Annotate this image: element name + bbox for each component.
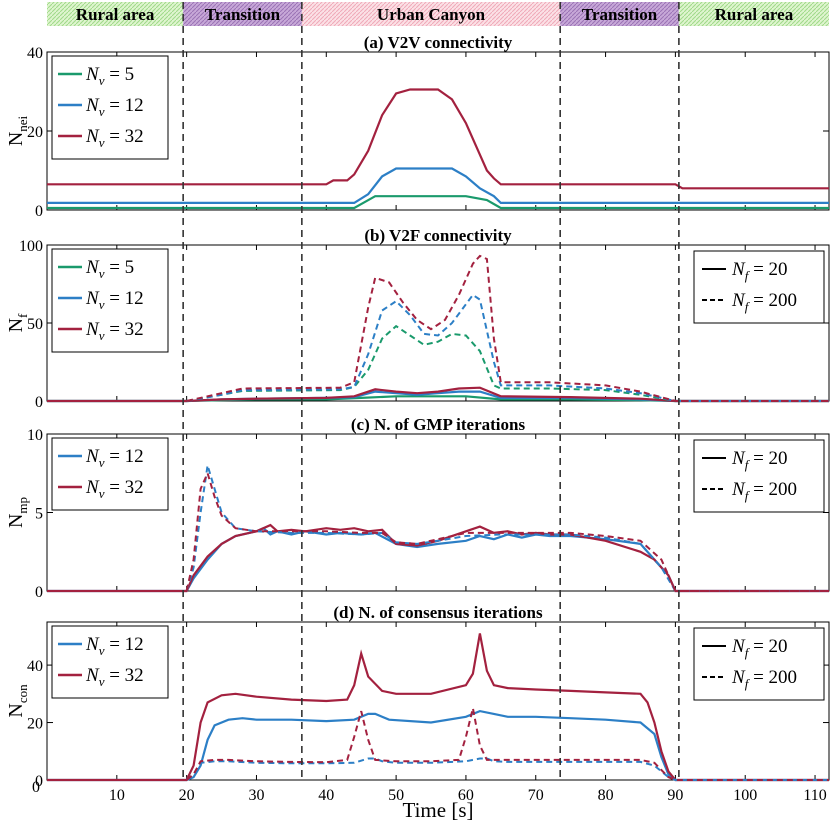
region-band — [301, 2, 561, 26]
legend: Nv = 5 Nv = 12 Nv = 32 — [51, 248, 169, 353]
legend-style: Nf = 20 Nf = 200 — [693, 250, 825, 324]
x-tick-label: 80 — [598, 787, 614, 804]
y-tick-label: 10 — [27, 427, 43, 444]
legend-box — [51, 625, 169, 699]
panel-title: (c) N. of GMP iterations — [351, 415, 526, 434]
legend-box — [693, 250, 825, 324]
legend-label: Nv = 12 — [85, 288, 144, 312]
legend-label: Nv = 32 — [85, 126, 144, 150]
y-tick-label: 40 — [27, 658, 43, 675]
region-label: Rural area — [715, 5, 794, 24]
legend-label: Nv = 5 — [85, 257, 134, 281]
legend-box — [693, 439, 825, 513]
series-line — [47, 526, 829, 593]
y-tick-label: 0 — [35, 773, 43, 790]
x-tick-label: 60 — [458, 787, 474, 804]
x-tick-label: 50 — [388, 787, 404, 804]
series-line — [47, 633, 829, 782]
y-tick-label: 20 — [27, 124, 43, 141]
region-band — [47, 2, 184, 26]
region-label: Transition — [582, 5, 658, 24]
series-line — [47, 523, 829, 593]
y-tick-label: 100 — [19, 238, 43, 255]
x-tick-label: 30 — [248, 787, 264, 804]
y-tick-label: 0 — [35, 584, 43, 601]
plot-frame — [46, 621, 830, 781]
legend-label: Nv = 32 — [85, 319, 144, 343]
y-tick-label: 0 — [35, 394, 43, 411]
x-tick-label: 70 — [528, 787, 544, 804]
y-tick-label: 20 — [27, 716, 43, 733]
legend-label: Nv = 12 — [85, 95, 144, 119]
legend-label: Nf = 20 — [731, 259, 788, 283]
region-band — [678, 2, 829, 26]
region-band — [183, 2, 302, 26]
x-tick-label: 20 — [179, 787, 195, 804]
legend: Nv = 5 Nv = 12 Nv = 32 — [51, 55, 169, 160]
legend-label: Nv = 32 — [85, 477, 144, 501]
y-tick-label: 5 — [35, 506, 43, 523]
legend-label: Nv = 32 — [85, 665, 144, 689]
panel-title: (d) N. of consensus iterations — [333, 603, 543, 622]
legend-box — [51, 437, 169, 511]
y-axis-label: Ncon — [5, 684, 30, 718]
region-bar: Rural area Transition Urban Canyon Transiti… — [47, 2, 829, 26]
legend-label: Nv = 12 — [85, 634, 144, 658]
y-tick-label: 40 — [27, 45, 43, 62]
legend: Nv = 12 Nv = 32 — [51, 437, 169, 511]
series-line — [47, 386, 829, 403]
series-line — [47, 254, 829, 402]
legend: Nv = 12 Nv = 32 — [51, 625, 169, 699]
legend-style: Nf = 20 Nf = 200 — [693, 627, 825, 701]
legend-label: Nf = 200 — [731, 667, 797, 691]
panel-title: (b) V2F connectivity — [364, 226, 512, 245]
series-line — [47, 757, 829, 781]
legend-label: Nf = 200 — [731, 290, 797, 314]
region-band — [560, 2, 679, 26]
series-line — [47, 470, 829, 592]
x-tick-label: 90 — [667, 787, 683, 804]
panel-title: (a) V2V connectivity — [364, 33, 513, 52]
legend-label: Nf = 20 — [731, 448, 788, 472]
region-label: Transition — [205, 5, 281, 24]
legend-label: Nv = 12 — [85, 446, 144, 470]
x-axis: 10 20 30 40 50 60 70 80 90 100 110 0 Time [s] — [32, 779, 827, 822]
legend-style: Nf = 20 Nf = 200 — [693, 439, 825, 513]
region-label: Urban Canyon — [377, 5, 486, 24]
x-tick-label: 40 — [318, 787, 334, 804]
x-tick-label: 10 — [109, 787, 125, 804]
y-tick-label: 50 — [27, 316, 43, 333]
boundary-lines — [182, 2, 680, 780]
legend-box — [693, 627, 825, 701]
y-axis-label: Nnei — [5, 115, 30, 146]
panel-d: 0 20 40 (d) N. of consensus iterations Ncon N… — [5, 603, 830, 790]
legend-label: Nv = 5 — [85, 64, 134, 88]
legend-label: Nf = 20 — [731, 636, 788, 660]
region-label: Rural area — [76, 5, 155, 24]
x-tick-label: 110 — [803, 787, 826, 804]
y-axis-label: Nf — [5, 313, 30, 332]
series-line — [47, 88, 829, 190]
series-line — [47, 167, 829, 204]
series-line — [47, 293, 829, 402]
x-axis-label: Time [s] — [403, 798, 474, 822]
panel-b: 0 50 100 (b) V2F connectivity Nf Nv = 5 Nv = 1… — [5, 226, 830, 411]
series-line — [47, 709, 829, 782]
y-tick-label: 0 — [35, 203, 43, 220]
x-tick-label: 0 — [32, 779, 40, 796]
x-tick-label: 100 — [733, 787, 757, 804]
y-axis-label: Nmp — [5, 497, 30, 528]
legend-label: Nf = 200 — [731, 479, 797, 503]
series-line — [47, 707, 829, 781]
